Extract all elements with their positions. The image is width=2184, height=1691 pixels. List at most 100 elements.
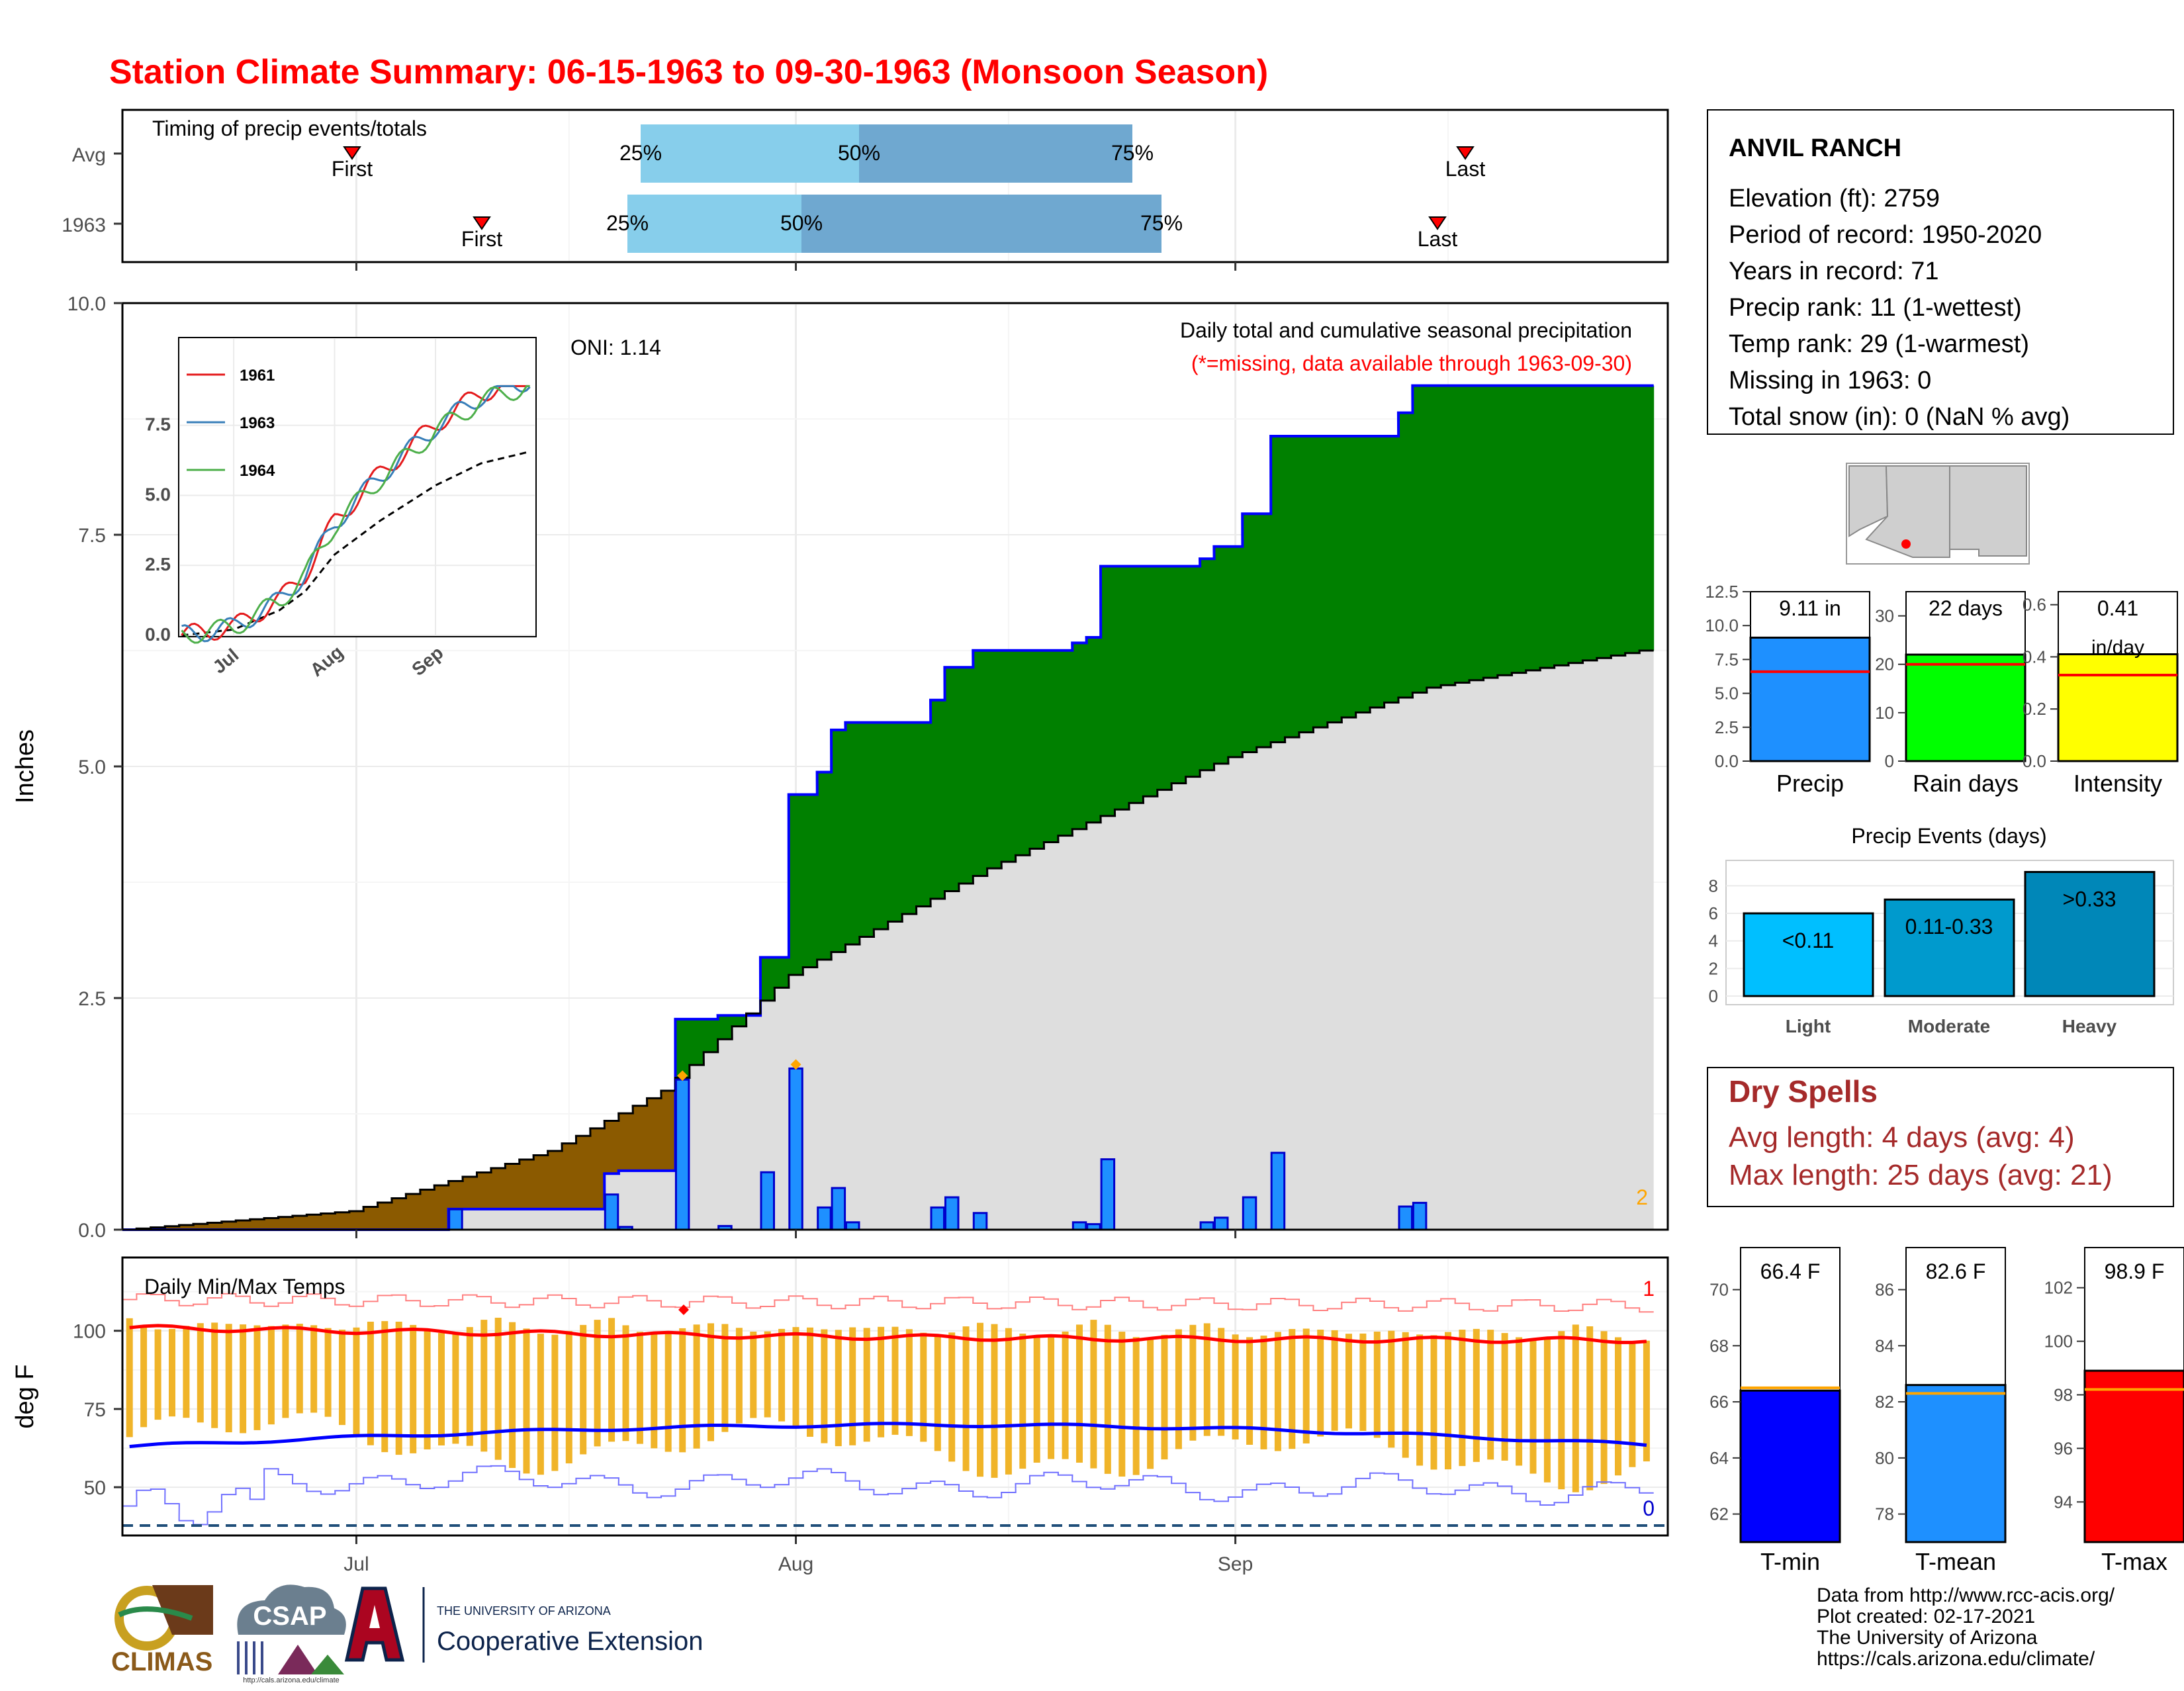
avg-first-label: First — [332, 157, 373, 181]
daily-temp-range-bar — [693, 1324, 700, 1449]
daily-temp-range-bar — [792, 1327, 799, 1429]
inset-legend-label: 1961 — [240, 367, 275, 385]
avg-min-line — [129, 1422, 1647, 1449]
temp-summary-ytick: 70 — [1709, 1280, 1729, 1300]
daily-temp-range-bar — [707, 1323, 714, 1441]
events-ytick: 4 — [1709, 931, 1718, 951]
daily-temp-range-bar — [863, 1328, 870, 1442]
daily-temp-range-bar — [424, 1330, 431, 1449]
inset-year-line — [181, 385, 530, 644]
daily-temp-range-bar — [1132, 1337, 1140, 1475]
precip-ytick: 5.0 — [78, 756, 106, 778]
daily-temp-range-bar — [410, 1324, 417, 1453]
daily-temp-range-bar — [622, 1325, 629, 1441]
temp-summary-value: 66.4 F — [1760, 1259, 1821, 1283]
station-info-box: ANVIL RANCH Elevation (ft): 2759 Period o… — [1707, 109, 2174, 435]
daily-temp-range-bar — [778, 1328, 786, 1422]
events-bar — [2024, 871, 2156, 997]
daily-temp-range-bar — [1005, 1328, 1012, 1475]
summary-ytick: 20 — [1875, 655, 1894, 674]
temp-summary-value: 82.6 F — [1926, 1259, 1986, 1283]
daily-temp-range-bar — [1048, 1336, 1055, 1459]
inset-ytick: 2.5 — [145, 554, 171, 574]
daily-precip-bar — [831, 1187, 846, 1231]
events-bar-label: <0.11 — [1782, 929, 1835, 952]
daily-precip-bar — [972, 1212, 988, 1231]
summary-ytick: 0.0 — [2023, 751, 2046, 771]
daily-precip-bar — [1270, 1152, 1286, 1231]
temp-summary-ytick: 102 — [2044, 1278, 2073, 1298]
daily-temp-range-bar — [750, 1332, 757, 1418]
daily-temp-range-bar — [466, 1327, 473, 1446]
month-label: Sep — [1218, 1553, 1253, 1575]
temp-summary-ytick: 66 — [1709, 1392, 1729, 1412]
avg-q25-q50-bar — [641, 124, 859, 183]
precip-events-title: Precip Events (days) — [1851, 824, 2046, 848]
daily-temp-range-bar — [225, 1324, 232, 1433]
timing-row-avg: Avg — [72, 144, 106, 166]
timing-title: Timing of precip events/totals — [152, 116, 427, 140]
daily-temp-range-bar — [1260, 1336, 1267, 1449]
timing-panel: Timing of precip events/totals Avg 1963 … — [62, 109, 1669, 263]
daily-temp-range-bar — [1459, 1330, 1466, 1467]
daily-precip-bar — [1412, 1201, 1428, 1231]
daily-temp-range-bar — [835, 1330, 842, 1447]
summary-label: Intensity — [2073, 770, 2162, 797]
daily-temp-range-bar — [735, 1328, 743, 1424]
daily-temp-range-bar — [1019, 1334, 1026, 1469]
daily-temp-range-bar — [1302, 1328, 1310, 1443]
events-bar-label: >0.33 — [2063, 888, 2116, 911]
daily-temp-range-bar — [849, 1327, 856, 1445]
temp-ytick: 50 — [84, 1477, 106, 1499]
daily-temp-range-bar — [580, 1324, 587, 1455]
summary-bar — [2057, 653, 2179, 762]
daily-temp-range-bar — [1175, 1329, 1182, 1449]
events-category: Light — [1786, 1016, 1831, 1036]
yr-q25-label: 25% — [606, 211, 649, 235]
daily-temp-range-bar — [1359, 1333, 1367, 1431]
inset-year-line — [181, 385, 531, 643]
avg-max-line — [129, 1324, 1647, 1344]
summary-ytick: 0 — [1885, 751, 1894, 771]
summary-ytick: 0.0 — [1715, 751, 1739, 771]
temp-summary-value: 98.9 F — [2105, 1259, 2165, 1283]
daily-temp-range-bar — [1487, 1330, 1494, 1460]
daily-temp-range-bar — [948, 1332, 956, 1462]
daily-temp-range-bar — [1189, 1324, 1197, 1441]
daily-precip-bar — [448, 1208, 463, 1231]
record-day-marker — [677, 1070, 688, 1081]
events-bar — [1884, 898, 2015, 997]
timing-row-1963: 1963 — [62, 214, 106, 236]
daily-temp-range-bar — [1232, 1334, 1239, 1440]
avg-cumulative-area — [122, 651, 1654, 1230]
avg-q50-q75-bar — [859, 124, 1132, 183]
yr-last-marker — [1428, 216, 1447, 230]
daily-temp-range-bar — [395, 1322, 402, 1455]
daily-temp-range-bar — [1331, 1330, 1338, 1431]
events-ytick: 2 — [1709, 958, 1718, 978]
daily-temp-range-bar — [1600, 1331, 1608, 1485]
yr-first-label: First — [461, 227, 502, 251]
daily-temp-range-bar — [1529, 1339, 1537, 1474]
daily-precip-bar — [944, 1196, 960, 1231]
dry-spells-box: Dry Spells Avg length: 4 days (avg: 4) M… — [1707, 1067, 2174, 1207]
summary-bar — [1749, 636, 1871, 762]
inset-year-line — [181, 385, 530, 641]
daily-precip-bar — [1242, 1196, 1257, 1231]
daily-temp-range-bar — [1246, 1337, 1253, 1445]
temp-summary-ytick: 78 — [1875, 1504, 1894, 1524]
daily-temp-range-bar — [1543, 1337, 1551, 1483]
daily-temp-range-bar — [1090, 1320, 1097, 1469]
temp-ytick: 75 — [84, 1399, 106, 1421]
climas-logo: CLIMAS — [111, 1585, 213, 1676]
temp-summary-ytick: 98 — [2054, 1385, 2073, 1405]
temp-ylabel: deg F — [11, 1364, 39, 1428]
inset-ytick: 0.0 — [145, 624, 171, 645]
daily-temp-range-bar — [1416, 1334, 1424, 1466]
avg-first-marker — [343, 146, 361, 160]
temp-summary-bar — [1739, 1389, 1841, 1543]
avg-q75-label: 75% — [1111, 141, 1154, 165]
station-info-line: Elevation (ft): 2759 — [1729, 185, 1940, 212]
summary-ytick: 5.0 — [1715, 684, 1739, 704]
daily-temp-range-bar — [991, 1324, 998, 1478]
